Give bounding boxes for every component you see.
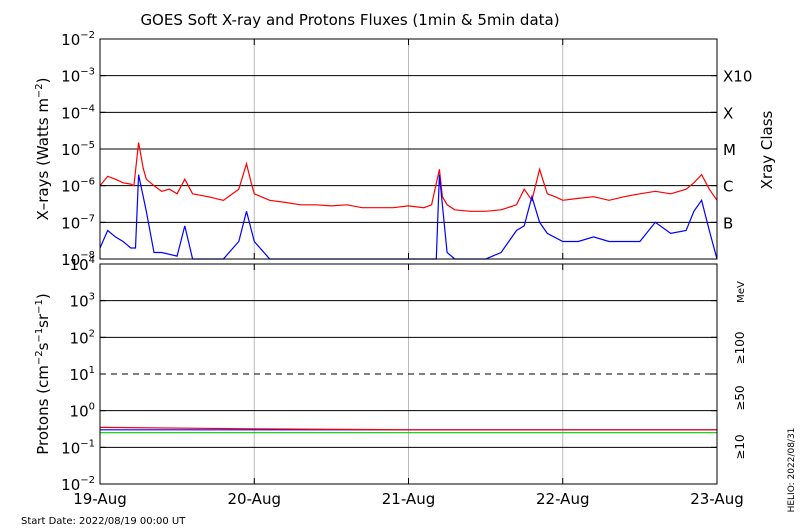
xray-panel: 10−8 10−7 10−6 10−5 10−4 10−3 10−2 BC M X X10 X–r… <box>34 30 776 269</box>
proton-y-tick-labels: 10−2 10−1 100 101 102 103 104 <box>61 255 717 494</box>
xray-y-tick-label: 10−8 <box>61 250 95 269</box>
proton-gridlines <box>100 264 717 484</box>
proton-y-tick-label: 100 <box>70 402 95 421</box>
proton-y-tick-label: 10−1 <box>61 438 95 457</box>
chart-title: GOES Soft X-ray and Protons Fluxes (1min… <box>140 11 559 29</box>
xray-series-long <box>99 142 718 212</box>
credit-label: HELIO: 2022/08/31 <box>787 428 797 513</box>
xray-class-label: C <box>723 178 733 196</box>
x-tick-label: 21-Aug <box>382 490 435 508</box>
x-tick-labels: 19-Aug 20-Aug 21-Aug 22-Aug 23-Aug <box>73 39 744 508</box>
legend-50mev: ≥50 <box>733 385 747 410</box>
xray-y-tick-label: 10−5 <box>61 140 95 159</box>
xray-class-label: X10 <box>723 68 752 86</box>
x-tick-label: 23-Aug <box>690 490 743 508</box>
proton-series-≥10 <box>99 426 717 431</box>
xray-class-label: B <box>723 214 733 232</box>
proton-mev-label: MeV <box>736 281 747 303</box>
proton-series <box>99 426 717 434</box>
xray-y-tick-label: 10−4 <box>61 103 95 122</box>
proton-y-tick-label: 104 <box>70 255 95 274</box>
proton-y-axis-label: Protons (cm−2s−1sr−1) <box>34 293 52 455</box>
proton-y-tick-label: 102 <box>70 328 95 347</box>
legend-100mev: ≥100 <box>733 332 747 365</box>
xray-y-tick-label: 10−2 <box>61 30 95 49</box>
proton-y-tick-label: 101 <box>70 365 95 384</box>
x-tick-label: 19-Aug <box>73 490 126 508</box>
xray-y-tick-label: 10−3 <box>61 67 95 86</box>
x-tick-label: 20-Aug <box>228 490 281 508</box>
proton-y-tick-label: 103 <box>70 292 95 311</box>
xray-class-label: X <box>723 104 733 122</box>
xray-y-tick-label: 10−6 <box>61 177 95 196</box>
xray-class-label: M <box>723 141 736 159</box>
legend-10mev: ≥10 <box>733 434 747 459</box>
xray-gridlines <box>100 39 717 259</box>
start-date-footer: Start Date: 2022/08/19 00:00 UT <box>21 516 186 527</box>
xray-y-axis-label: X–rays (Watts m−2) <box>34 77 52 220</box>
proton-panel: 10−2 10−1 100 101 102 103 104 Protons (cm−2s−1… <box>34 255 747 494</box>
x-tick-label: 22-Aug <box>536 490 589 508</box>
xray-y-tick-label: 10−7 <box>61 213 95 232</box>
xray-class-labels: BC M X X10 <box>723 68 752 233</box>
proton-y-tick-label: 10−2 <box>61 475 95 494</box>
xray-class-axis-label: Xray Class <box>758 110 776 189</box>
xray-y-tick-labels: 10−8 10−7 10−6 10−5 10−4 10−3 10−2 <box>61 30 717 269</box>
